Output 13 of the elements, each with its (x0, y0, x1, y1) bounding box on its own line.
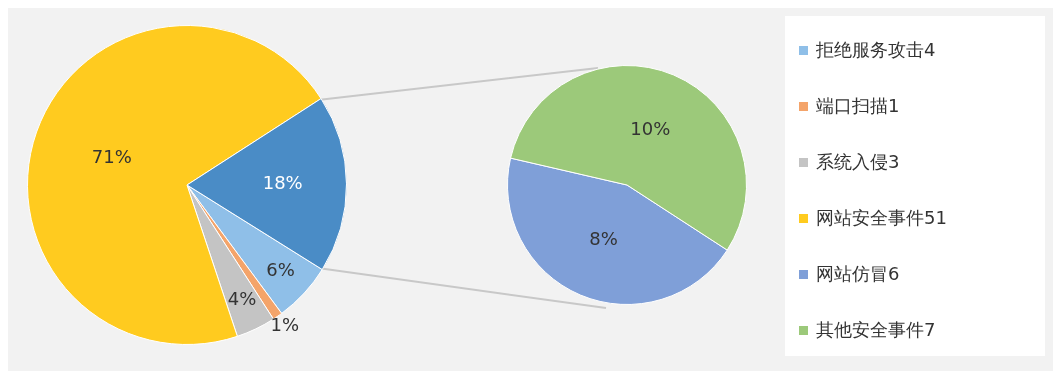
legend-label: 系统入侵3 (816, 150, 900, 174)
legend-label: 网站仿冒6 (816, 262, 900, 286)
data-label: 1% (270, 314, 300, 336)
data-label: 4% (227, 287, 257, 309)
legend-label: 网站安全事件51 (816, 206, 947, 230)
data-label: 71% (91, 146, 132, 168)
legend-label: 其他安全事件7 (816, 318, 936, 342)
data-label: 18% (262, 172, 303, 193)
data-label: 6% (266, 259, 295, 281)
legend-label: 拒绝服务攻击4 (816, 38, 936, 62)
data-label: 10% (630, 117, 671, 139)
legend-label: 端口扫描1 (816, 94, 900, 118)
data-label: 8% (589, 227, 618, 249)
